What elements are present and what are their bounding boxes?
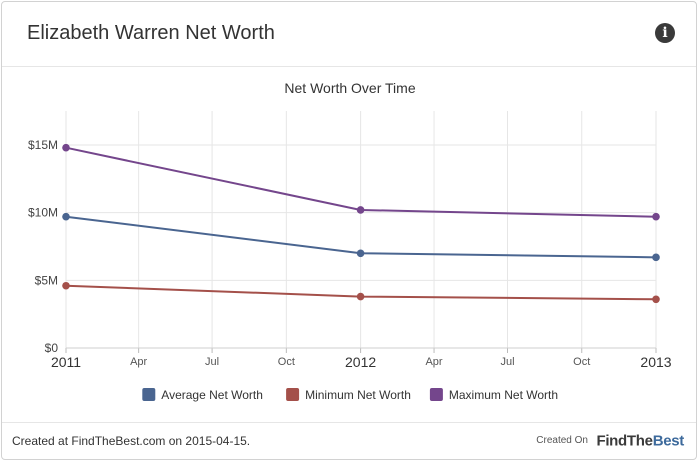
data-point[interactable] [62,281,70,290]
legend-swatch [286,388,300,401]
x-tick-label: Jul [500,356,514,368]
x-tick-label: Apr [425,356,442,368]
widget-footer: Created at FindTheBest.com on 2015-04-15… [2,422,696,460]
y-tick-label: $5M [35,273,58,287]
widget-header: Elizabeth Warren Net Worth i [2,2,696,67]
x-tick-label: 2012 [345,354,376,370]
legend-item[interactable]: Maximum Net Worth [429,388,558,402]
x-tick-label: Jul [205,356,219,368]
x-tick-label: Apr [130,356,147,368]
legend: Average Net Worth Minimum Net Worth Maximu… [142,388,558,402]
created-on-label: Created On [536,435,588,447]
data-point[interactable] [652,253,660,262]
data-point[interactable] [62,212,70,221]
legend-swatch [429,388,443,401]
chart-area: Net Worth Over Time $0 $5M $10M $15M 2011 Apr… [2,66,696,422]
brand-part-2: Best [652,432,685,450]
legend-swatch [142,388,156,401]
x-tick-label: 2011 [51,354,81,370]
widget-title: Elizabeth Warren Net Worth [27,22,275,44]
legend-label: Average Net Worth [161,388,263,402]
x-tick-label: Oct [278,356,295,368]
legend-label: Maximum Net Worth [449,388,558,402]
net-worth-chart: Net Worth Over Time $0 $5M $10M $15M 2011 Apr… [28,80,672,402]
chart-title: Net Worth Over Time [284,80,415,96]
brand-credit[interactable]: Created On FindTheBest [536,432,684,450]
data-point[interactable] [652,295,660,304]
y-tick-label: $0 [45,341,59,355]
legend-item[interactable]: Minimum Net Worth [286,388,411,402]
legend-label: Minimum Net Worth [305,388,411,402]
data-point[interactable] [356,249,365,258]
info-icon[interactable]: i [655,23,675,43]
x-tick-label: Oct [573,356,590,368]
x-tick-label: 2013 [640,354,671,370]
series-layer [62,143,660,304]
grid-layer [65,111,657,349]
y-tick-label: $15M [28,138,58,152]
brand-part-1: FindThe [596,432,653,450]
data-point[interactable] [62,143,70,152]
created-date-text: Created at FindTheBest.com on 2015-04-15… [12,434,251,448]
legend-item[interactable]: Average Net Worth [142,388,263,402]
data-point[interactable] [652,212,660,221]
y-tick-label: $10M [28,206,58,220]
axis-layer: $0 $5M $10M $15M 2011 Apr Jul Oct 2012 Apr Jul Oct 2… [28,138,672,370]
findthebest-logo[interactable]: FindTheBest [596,432,684,449]
data-point[interactable] [356,206,365,214]
data-point[interactable] [356,292,365,301]
